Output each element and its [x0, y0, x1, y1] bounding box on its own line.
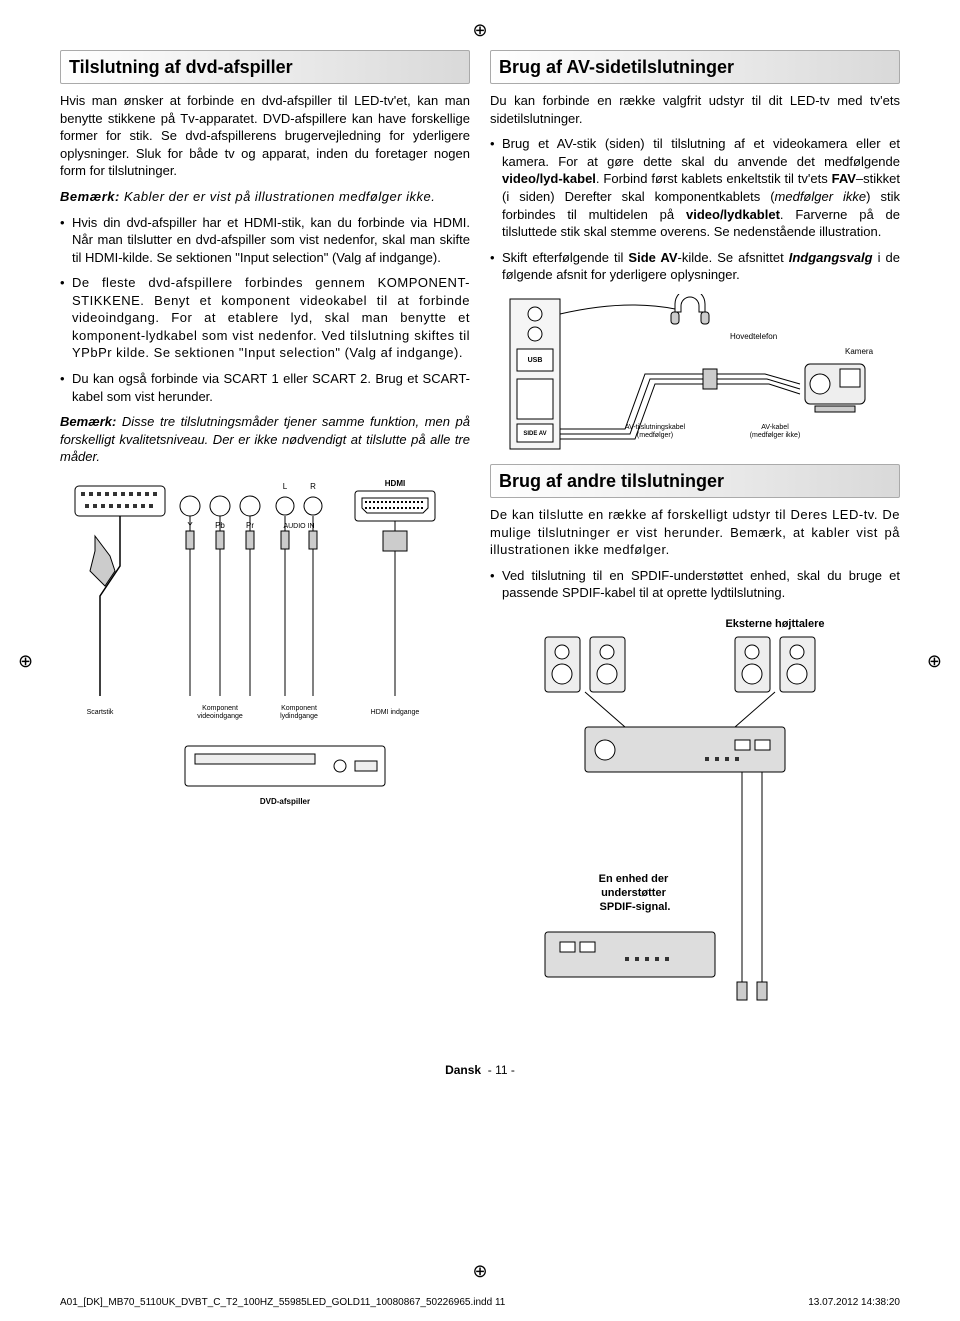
komp-lyd-label: Komponentlydindgange [280, 705, 318, 720]
spdif-device-icon [545, 932, 715, 977]
dvd-connection-diagram: Y Pb Pr L R AUDIO IN HDMI [60, 476, 470, 826]
heading-av-side: Brug af AV-sidetilslutninger [490, 50, 900, 84]
av-kabel-med-label: AV-tilslutningskabel(medfølger) [625, 424, 686, 439]
spdif-cables-icon [737, 772, 767, 1000]
registration-mark-top: ⊕ [472, 18, 487, 42]
headphone-icon: Hovedtelefon [560, 294, 777, 341]
bullet-list-av: Brug et AV-stik (siden) til tilslutning … [490, 135, 900, 283]
list-item: Brug et AV-stik (siden) til tilslutning … [490, 135, 900, 240]
note-prefix: Bemærk: [60, 414, 116, 429]
heading-other: Brug af andre tilslutninger [490, 464, 900, 498]
usb-label: USB [528, 357, 543, 364]
list-item: De fleste dvd-afspillere forbindes genne… [60, 274, 470, 362]
scartstik-label: Scartstik [87, 709, 114, 716]
cables-icon [90, 516, 407, 696]
side-av-label: SIDE AV [523, 431, 546, 437]
spdif-diagram: Eksterne højttalere [490, 612, 900, 1032]
registration-mark-bottom: ⊕ [472, 1259, 487, 1283]
registration-mark-left: ⊕ [18, 648, 33, 672]
hdmi-label: HDMI [385, 479, 405, 488]
r-label: R [310, 482, 316, 491]
footer-file: A01_[DK]_MB70_5110UK_DVBT_C_T2_100HZ_559… [60, 1296, 505, 1310]
note-body: Disse tre tilslutningsmåder tjener samme… [60, 414, 470, 464]
right-column: Brug af AV-sidetilslutninger Du kan forb… [490, 50, 900, 1042]
hdmi-indgange-label: HDMI indgange [371, 709, 420, 716]
av-side-diagram: USB SIDE AV Hovedtelefon [490, 294, 900, 454]
audio-ports-icon: L R AUDIO IN [276, 482, 322, 530]
list-item: Ved tilslutning til en SPDIF-understøtte… [490, 567, 900, 602]
bullet-list-other: Ved tilslutning til en SPDIF-understøtte… [490, 567, 900, 602]
bullet-list-dvd: Hvis din dvd-afspiller har et HDMI-stik,… [60, 214, 470, 405]
amplifier-icon [585, 727, 785, 772]
scart-port-icon [75, 486, 165, 516]
eksterne-label: Eksterne højttalere [725, 618, 824, 630]
l-label: L [283, 482, 288, 491]
footer-date: 13.07.2012 14:38:20 [808, 1296, 900, 1310]
registration-mark-right: ⊕ [927, 648, 942, 672]
komp-video-label: Komponentvideoindgange [197, 705, 243, 720]
speaker-cables-icon [585, 692, 775, 727]
paragraph-intro: Hvis man ønsker at forbinde en dvd-afspi… [60, 92, 470, 180]
note-cables: Bemærk: Kabler der er vist på illustrati… [60, 188, 470, 206]
print-footer: A01_[DK]_MB70_5110UK_DVBT_C_T2_100HZ_559… [60, 1296, 900, 1310]
note-prefix: Bemærk: [60, 189, 120, 204]
list-item: Du kan også forbinde via SCART 1 eller S… [60, 370, 470, 405]
spdif-device-label: En enhed der understøtter SPDIF-signal. [599, 873, 672, 913]
camera-icon: Kamera [805, 347, 874, 412]
list-item: Hvis din dvd-afspiller har et HDMI-stik,… [60, 214, 470, 267]
left-column: Tilslutning af dvd-afspiller Hvis man øn… [60, 50, 470, 836]
speakers-icon [545, 637, 815, 692]
note-three-methods: Bemærk: Disse tre tilslutningsmåder tjen… [60, 413, 470, 466]
list-item: Skift efterfølgende til Side AV-kilde. S… [490, 249, 900, 284]
dvd-player-icon: DVD-afspiller [185, 746, 385, 806]
note-body: Kabler der er vist på illustrationen med… [120, 189, 436, 204]
paragraph-other: De kan tilslutte en række af forskelligt… [490, 506, 900, 559]
av-kabel-ikke-label: AV-kabel(medfølger ikke) [750, 424, 801, 439]
dvd-label: DVD-afspiller [260, 797, 310, 806]
hovedtelefon-label: Hovedtelefon [730, 332, 777, 341]
audio-in-label: AUDIO IN [283, 523, 314, 530]
hdmi-port-icon: HDMI [355, 479, 435, 521]
paragraph-av-intro: Du kan forbinde en række valgfrit udstyr… [490, 92, 900, 127]
kamera-label: Kamera [845, 347, 874, 356]
page-number-label: Dansk - 11 - [60, 1062, 900, 1078]
heading-dvd: Tilslutning af dvd-afspiller [60, 50, 470, 84]
